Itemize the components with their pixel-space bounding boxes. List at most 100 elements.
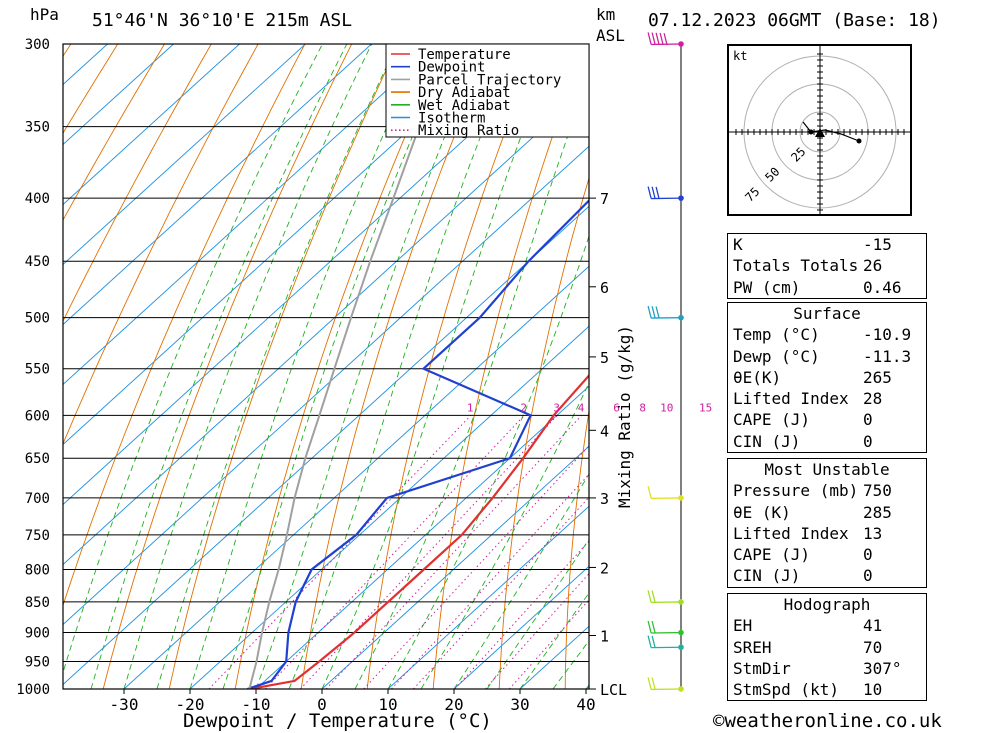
mu-label: Lifted Index — [733, 523, 849, 543]
index-label: PW (cm) — [733, 277, 801, 297]
wind-barb-feather — [659, 32, 664, 46]
dry-adiabat-line — [63, 44, 259, 445]
surface-value: -11.3 — [863, 346, 912, 366]
km-tick-label: 7 — [600, 190, 609, 208]
pressure-tick-label: 850 — [25, 595, 50, 611]
hodo-row: StmSpd (kt) 10 — [728, 679, 926, 700]
mu-value: 750 — [863, 481, 892, 501]
asl-unit-label: ASL — [596, 26, 625, 45]
mixing-ratio-label: 1 — [467, 401, 474, 414]
x-axis-label: Dewpoint / Temperature (°C) — [183, 710, 492, 732]
isotherm-line — [189, 325, 589, 689]
pressure-tick-label: 900 — [25, 626, 50, 642]
hodo-label: StmDir — [733, 658, 791, 678]
dry-adiabat-line — [102, 44, 353, 689]
x-tick-label: -30 — [110, 695, 139, 714]
index-row: K -15 — [728, 234, 926, 255]
wet-adiabat-line — [255, 44, 484, 689]
wind-barb-feather — [647, 635, 652, 648]
surface-label: CIN (J) — [733, 431, 801, 451]
wind-barb-feather — [651, 32, 656, 45]
km-tick-label: 4 — [600, 422, 609, 440]
legend-label: Wet Adiabat — [418, 98, 511, 114]
hodo-label: SREH — [733, 637, 772, 657]
pressure-tick-label: 400 — [25, 191, 50, 207]
mixing-ratio-line — [325, 414, 583, 689]
isotherm-line — [321, 445, 589, 689]
dry-adiabat-line — [0, 44, 24, 689]
dry-adiabat-line — [930, 44, 961, 689]
hodograph-trace — [802, 121, 860, 142]
surface-row: CIN (J) 0 — [728, 431, 926, 452]
surface-label: θE(K) — [733, 367, 782, 387]
mixing-ratio-label: 8 — [639, 401, 646, 414]
wind-barb-feather — [647, 620, 652, 634]
isotherm-line — [63, 44, 372, 326]
indices-panel: K -15 Totals Totals 26 PW (cm) 0.46 — [727, 233, 927, 299]
wind-barb-feather — [651, 677, 656, 690]
surface-row: CAPE (J) 0 — [728, 409, 926, 430]
pressure-tick-label: 350 — [25, 120, 50, 136]
wet-adiabat-line — [189, 44, 425, 689]
x-tick-label: -20 — [176, 695, 205, 714]
mu-label: θE (K) — [733, 502, 791, 522]
surface-label: Temp (°C) — [733, 325, 820, 345]
mixing-ratio-label: 10 — [660, 401, 673, 414]
mu-value: 285 — [863, 502, 892, 522]
pressure-tick-label: 750 — [25, 528, 50, 544]
x-tick-label: 10 — [378, 695, 397, 714]
km-tick-label: 6 — [600, 279, 609, 297]
legend-label: Temperature — [418, 47, 511, 63]
wet-adiabat-line — [63, 44, 323, 674]
index-value: 26 — [863, 256, 883, 276]
mixing-ratio-label: 3 — [553, 401, 560, 414]
wind-barb-feather — [651, 306, 656, 319]
mu-label: Pressure (mb) — [733, 481, 859, 501]
dry-adiabat-line — [432, 44, 587, 689]
surface-value: 265 — [863, 367, 892, 387]
hodo-value: 307° — [863, 658, 902, 678]
isotherm-line — [63, 145, 589, 626]
isotherm-line — [63, 44, 108, 86]
wet-adiabat-line — [90, 44, 348, 689]
wet-adiabat-line — [321, 44, 557, 689]
mixing-ratio-label: 6 — [613, 401, 620, 414]
hpa-unit-label: hPa — [30, 5, 59, 24]
mu-value: 13 — [863, 523, 883, 543]
index-row: PW (cm) 0.46 — [728, 277, 926, 298]
wind-barb-feather — [655, 186, 660, 200]
plot-frame — [62, 43, 590, 690]
pressure-tick-label: 1000 — [16, 682, 50, 698]
dry-adiabat-line — [63, 44, 119, 134]
wind-barb-feather — [647, 305, 652, 319]
mu-value: 0 — [863, 566, 873, 586]
x-tick-label: 0 — [317, 695, 327, 714]
x-tick-label: 30 — [510, 695, 529, 714]
wet-adiabat-line — [486, 538, 589, 689]
mu-label: CAPE (J) — [733, 545, 811, 565]
mixing-ratio-axis-label: Mixing Ratio (g/kg) — [615, 325, 634, 508]
isotherm-line — [123, 265, 589, 689]
copyright-link[interactable]: ©weatheronline.co.uk — [713, 710, 942, 732]
km-tick-label: 2 — [600, 559, 609, 577]
isotherm-line — [255, 385, 589, 689]
most-unstable-panel: Most Unstable Pressure (mb) 750 θE (K) 285… — [727, 458, 927, 588]
hodograph-end-point — [856, 138, 862, 144]
most-unstable-title: Most Unstable — [764, 460, 890, 479]
storm-motion-marker — [815, 128, 825, 137]
pressure-tick-label: 950 — [25, 655, 50, 671]
wind-barb-feather — [647, 486, 652, 499]
isotherm-line — [63, 85, 589, 566]
wind-barb-feather — [647, 677, 652, 690]
x-tick-label: -10 — [242, 695, 271, 714]
x-tick-label: 20 — [444, 695, 463, 714]
km-tick-label: 3 — [600, 490, 609, 508]
pressure-tick-label: 550 — [25, 362, 50, 378]
hodo-value: 70 — [863, 637, 883, 657]
mu-row: CAPE (J) 0 — [728, 544, 926, 565]
hodo-value: 41 — [863, 616, 883, 636]
surface-panel: Surface Temp (°C) -10.9 Dewp (°C) -11.3 θE… — [727, 302, 927, 454]
pressure-tick-label: 300 — [25, 37, 50, 53]
km-tick-label: 5 — [600, 349, 609, 367]
